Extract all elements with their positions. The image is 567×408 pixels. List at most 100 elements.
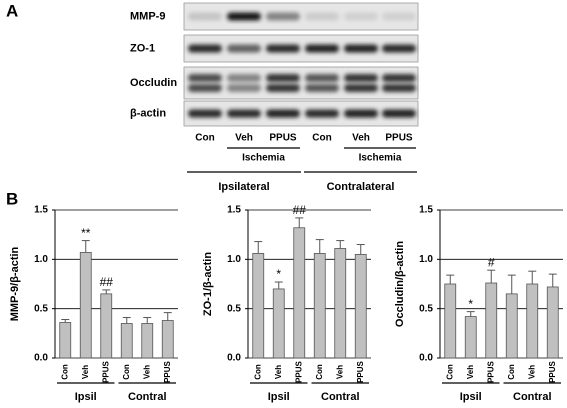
bar (272, 288, 285, 359)
blot-band (382, 109, 416, 118)
lane-label: Veh (352, 133, 370, 144)
x-tick-label: PPUS (163, 360, 172, 382)
bar (354, 253, 367, 359)
blot-band (344, 109, 378, 118)
y-tick-label: 1.5 (227, 205, 241, 216)
blot-band (266, 12, 300, 21)
blot-band (305, 12, 339, 21)
blot-band (344, 44, 378, 53)
significance-mark: ## (293, 203, 307, 217)
blot-band (227, 74, 261, 82)
panel-letter: A (6, 1, 18, 20)
group-label: Ipsil (75, 391, 97, 403)
bar (334, 248, 347, 359)
x-tick-label: Veh (527, 365, 536, 379)
blot-box (183, 100, 419, 127)
blot-band (266, 74, 300, 82)
y-tick-label: 0.0 (227, 353, 241, 364)
blot-band (305, 74, 339, 82)
panel-letter: B (6, 189, 18, 208)
bar (546, 286, 559, 359)
blot-box (183, 34, 419, 63)
bar (444, 283, 457, 359)
blot-box (183, 2, 419, 31)
x-tick-label: Con (507, 364, 516, 380)
blot-band (227, 12, 261, 21)
bar (252, 253, 265, 359)
y-tick-label: 1.0 (227, 254, 241, 265)
y-tick-label: 0.5 (34, 303, 48, 314)
group-label: Contral (321, 391, 360, 403)
blot-band (266, 109, 300, 118)
group-label: Ipsil (268, 391, 290, 403)
blot-band (266, 44, 300, 53)
bar (526, 283, 539, 359)
x-tick-label: PPUS (356, 360, 365, 382)
x-tick-label: Veh (274, 365, 283, 379)
blot-band (227, 84, 261, 92)
x-tick-label: Con (445, 364, 454, 380)
blot-band (382, 74, 416, 82)
significance-mark: # (488, 255, 495, 269)
lane-label: PPUS (385, 133, 413, 144)
blot-band (305, 109, 339, 118)
x-tick-label: Veh (466, 365, 475, 379)
significance-mark: * (276, 267, 281, 281)
y-tick-label: 0.5 (227, 303, 241, 314)
blot-band (344, 12, 378, 21)
lane-label: PPUS (269, 133, 297, 144)
blot-band (382, 84, 416, 92)
blot-band (305, 84, 339, 92)
y-tick-label: 1.0 (34, 254, 48, 265)
y-axis-title: ZO-1/β-actin (202, 252, 214, 316)
x-tick-label: PPUS (294, 360, 303, 382)
treatment-label: Ischemia (242, 153, 285, 164)
blot-band (227, 44, 261, 53)
lane-label: Con (195, 133, 214, 144)
y-tick-label: 1.0 (419, 254, 433, 265)
side-label: Ipsilateral (218, 181, 269, 193)
row-label: Occludin (130, 77, 177, 89)
y-tick-label: 0.0 (34, 353, 48, 364)
bar (120, 323, 133, 359)
blot-band (188, 44, 222, 53)
blot-band (188, 74, 222, 82)
bar (505, 293, 518, 359)
blot-band (188, 84, 222, 92)
bar (485, 282, 498, 359)
bar (161, 320, 174, 359)
row-label: β-actin (130, 107, 166, 119)
x-tick-label: PPUS (486, 360, 495, 382)
row-label: MMP-9 (130, 10, 165, 22)
y-tick-label: 1.5 (34, 205, 48, 216)
blot-band (188, 12, 222, 21)
x-tick-label: PPUS (101, 360, 110, 382)
x-tick-label: Con (253, 364, 262, 380)
treatment-label: Ischemia (359, 153, 402, 164)
blot-band (305, 44, 339, 53)
significance-mark: ## (100, 275, 114, 289)
y-tick-label: 1.5 (419, 205, 433, 216)
x-tick-label: Con (315, 364, 324, 380)
bar (464, 316, 477, 359)
side-label: Contralateral (327, 181, 395, 193)
x-tick-label: Con (122, 364, 131, 380)
x-tick-label: Veh (335, 365, 344, 379)
bar (313, 253, 326, 359)
blot-band (266, 84, 300, 92)
blot-band (344, 74, 378, 82)
bar (59, 322, 72, 359)
group-label: Contral (513, 391, 552, 403)
significance-mark: ** (81, 226, 91, 240)
x-tick-label: Veh (81, 365, 90, 379)
y-tick-label: 0.5 (419, 303, 433, 314)
blot-box (183, 66, 419, 100)
blot-band (227, 109, 261, 118)
row-label: ZO-1 (130, 42, 155, 54)
bar (293, 227, 306, 359)
y-tick-label: 0.0 (419, 353, 433, 364)
x-tick-label: Con (60, 364, 69, 380)
blot-band (382, 44, 416, 53)
lane-label: Con (312, 133, 331, 144)
